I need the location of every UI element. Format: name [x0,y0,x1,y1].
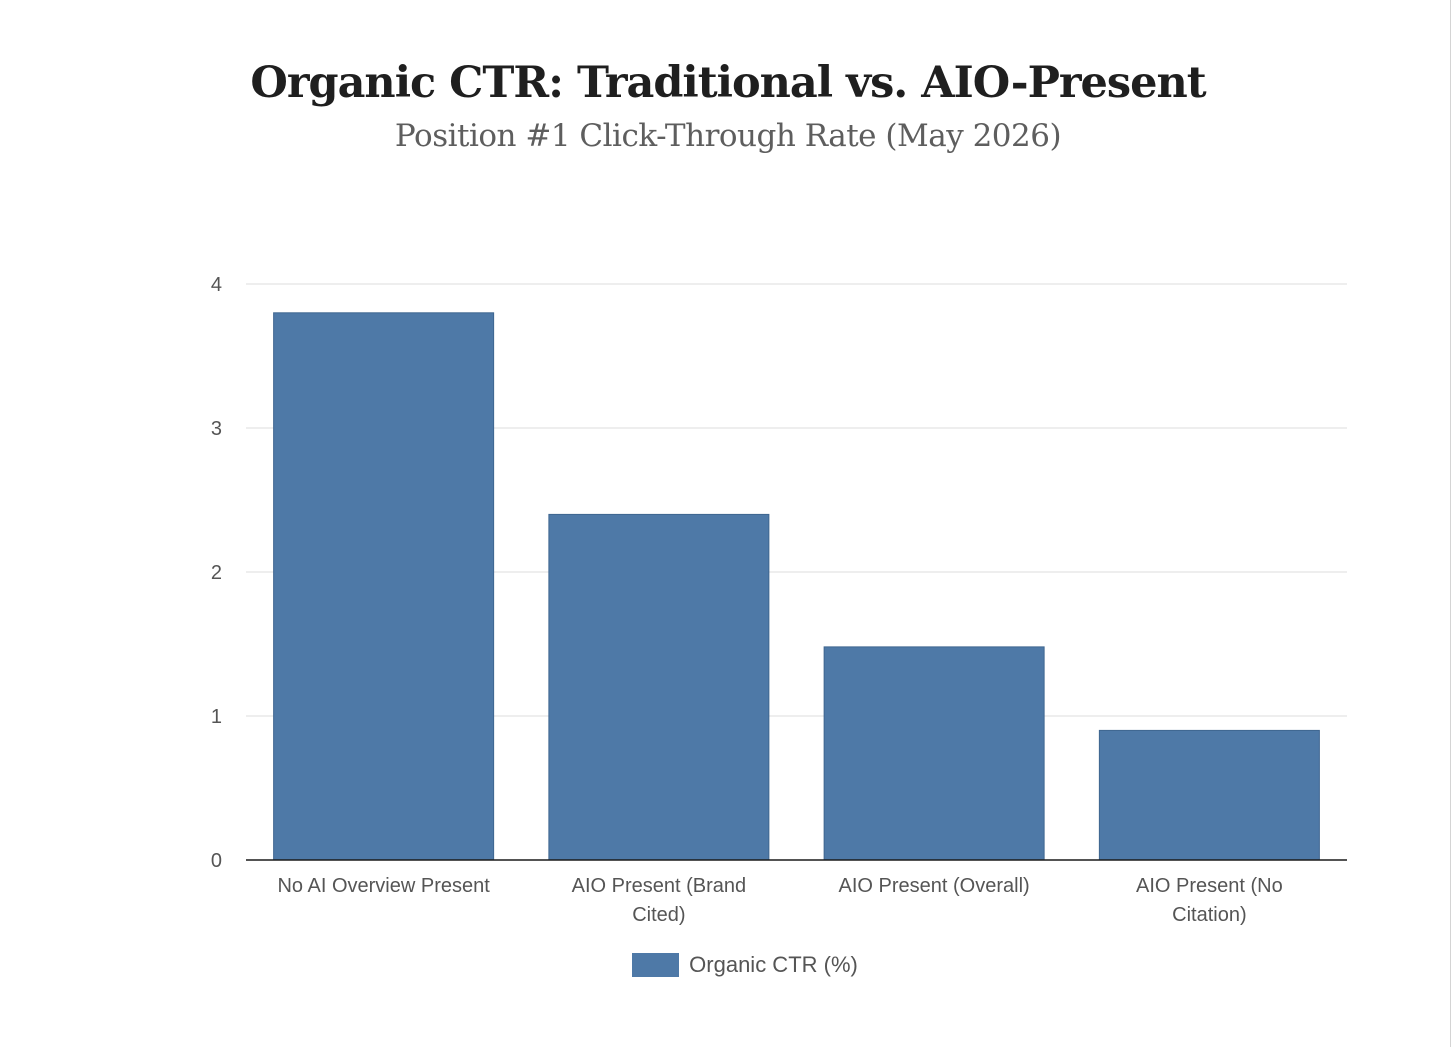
x-tick-label-line: Cited) [632,904,685,926]
legend-swatch [632,953,680,977]
x-tick-label: No AI Overview Present [277,875,490,897]
y-tick-label: 3 [211,418,222,440]
x-tick-label: AIO Present (No Citation) [1136,875,1283,926]
bar[interactable] [1098,729,1320,861]
x-tick-label-line: AIO Present (Overall) [839,875,1030,897]
x-tick-label: AIO Present (Overall) [839,875,1030,897]
x-tick-label-line: AIO Present (Brand [572,875,747,897]
bar[interactable] [548,513,770,861]
chart-title: Organic CTR: Traditional vs. AIO-Present [250,58,1206,108]
y-tick-label: 0 [211,850,222,872]
frame-border [1450,0,1451,1047]
y-tick-label: 1 [211,706,222,728]
bar[interactable] [823,646,1045,861]
legend-item[interactable]: Organic CTR (%) [632,952,858,978]
bar[interactable] [273,312,495,861]
legend-label: Organic CTR (%) [689,952,858,977]
labels: 0 1 2 3 4 No AI Overview Present AIO Present (… [211,274,1283,926]
x-tick-label: AIO Present (Brand Cited) [572,875,747,926]
x-tick-label-line: AIO Present (No [1136,875,1283,897]
y-tick-label: 4 [211,274,222,296]
bars [273,312,1320,861]
y-tick-label: 2 [211,562,222,584]
x-tick-label-line: Citation) [1172,904,1246,926]
legend: Organic CTR (%) [0,952,1456,978]
x-tick-label-line: No AI Overview Present [277,875,490,897]
chart-subtitle: Position #1 Click-Through Rate (May 2026… [394,118,1062,154]
